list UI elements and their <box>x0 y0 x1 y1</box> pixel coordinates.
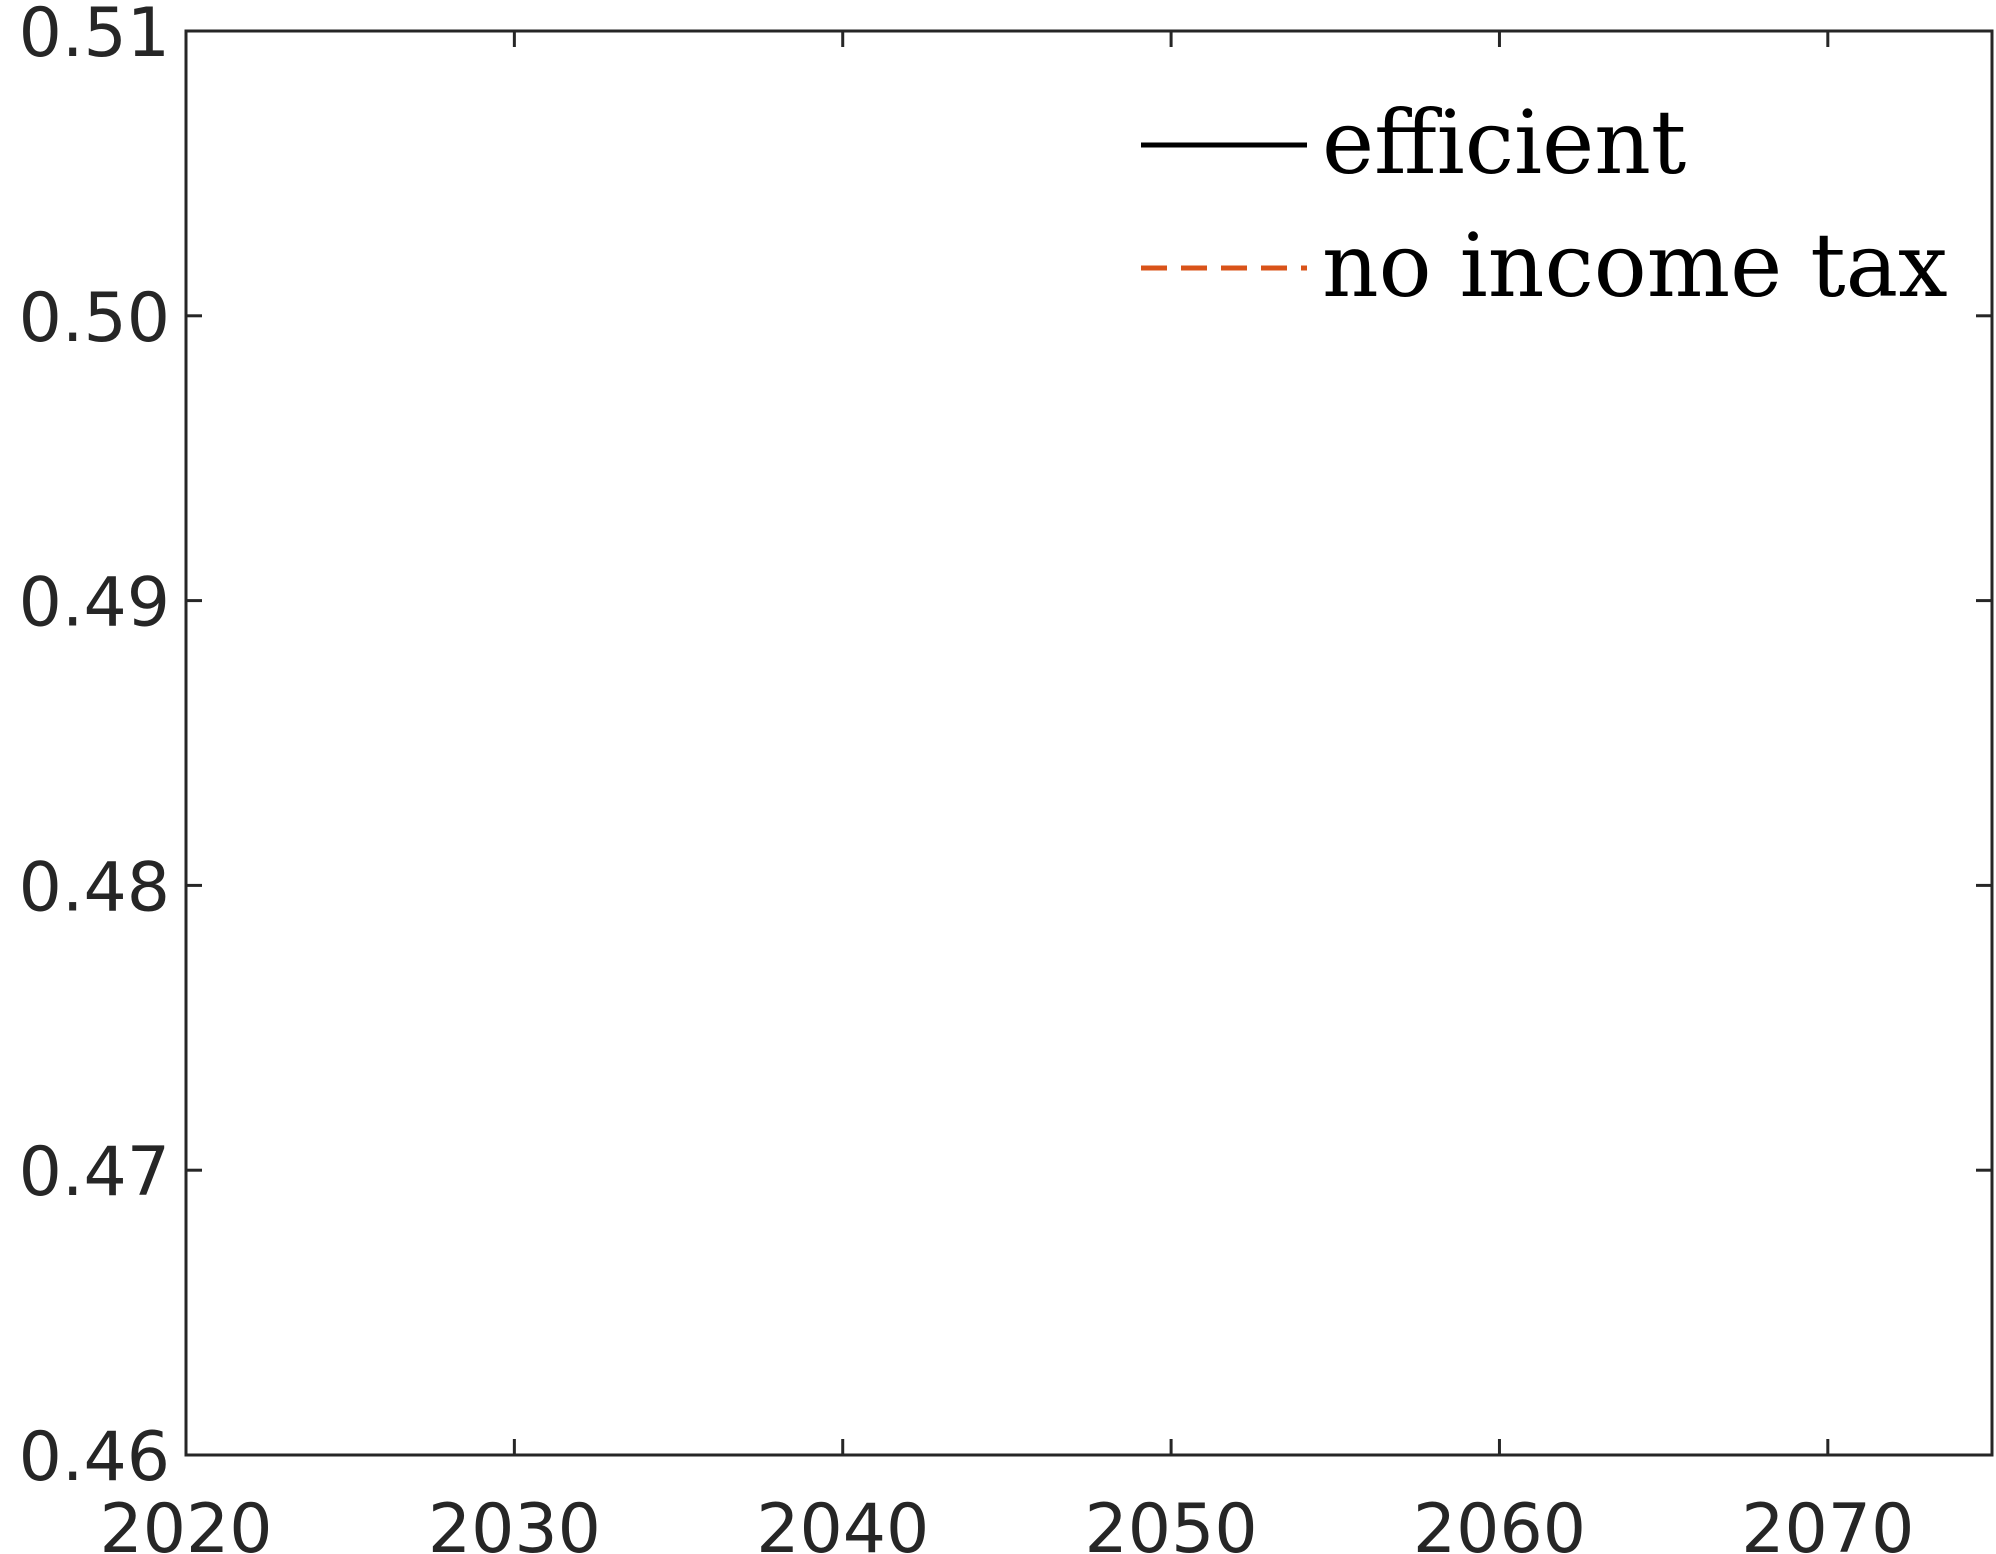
x-tick-label: 2070 <box>1741 1490 1914 1554</box>
legend-label: no income tax <box>1322 214 1948 317</box>
x-tick-label: 2030 <box>428 1490 601 1554</box>
y-tick-label: 0.49 <box>19 564 170 643</box>
legend-label: efficient <box>1322 91 1686 194</box>
y-tick-label: 0.51 <box>19 0 170 73</box>
x-tick-label: 2020 <box>99 1490 272 1554</box>
x-tick-label: 2050 <box>1085 1490 1258 1554</box>
x-tick-label: 2060 <box>1413 1490 1586 1554</box>
y-axis: 0.46 0.47 0.48 0.49 0.50 0.51 <box>19 0 1992 1497</box>
y-tick-label: 0.46 <box>19 1418 170 1497</box>
legend: efficient no income tax <box>1141 91 1948 317</box>
x-tick-label: 2040 <box>756 1490 929 1554</box>
y-tick-label: 0.50 <box>19 279 170 358</box>
plot-area-frame <box>184 29 1994 1457</box>
y-tick-label: 0.48 <box>19 848 170 927</box>
x-axis: 2020 2030 2040 2050 2060 2070 <box>99 31 1914 1554</box>
y-tick-label: 0.47 <box>19 1133 170 1212</box>
